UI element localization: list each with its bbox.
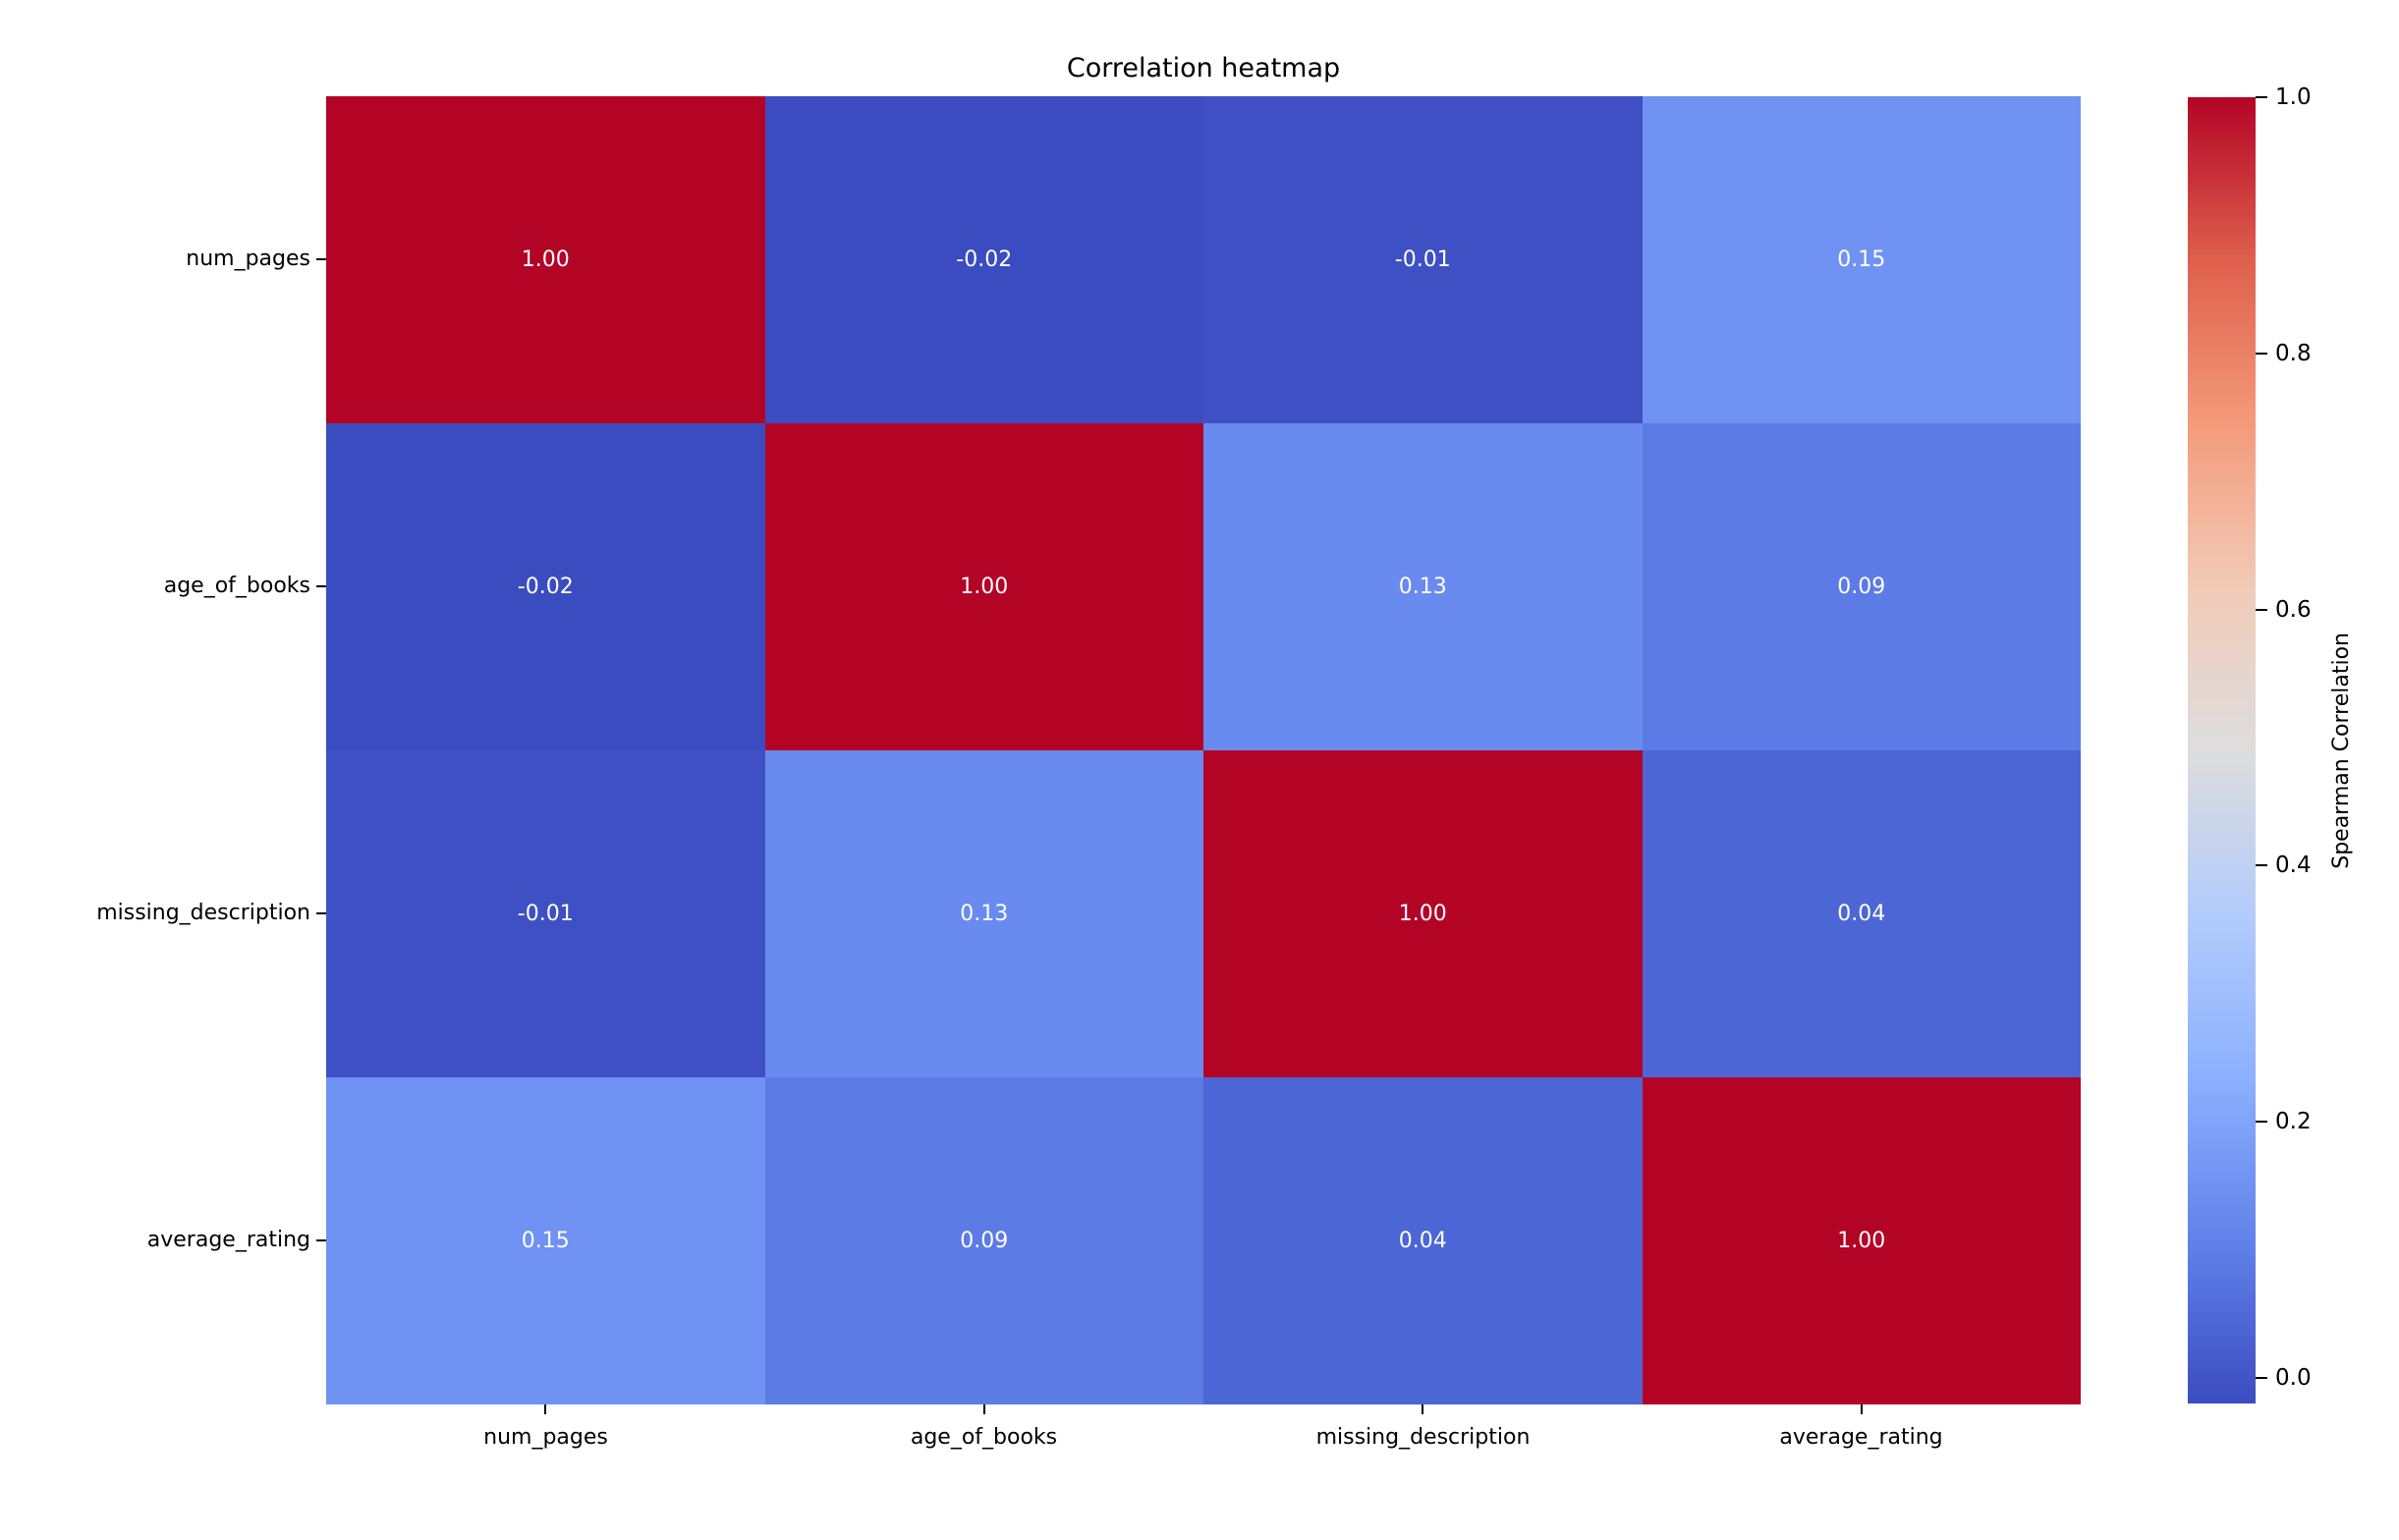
colorbar-tick-label: 0.4 <box>2275 852 2312 878</box>
heatmap-cell-r2c1: 0.13 <box>764 750 1203 1077</box>
x-tick-mark <box>1422 1404 1423 1414</box>
colorbar-axis-label: Spearman Correlation <box>2324 97 2358 1403</box>
heatmap-cell-r0c1: -0.02 <box>764 96 1203 423</box>
colorbar-tick-label: 0.2 <box>2275 1109 2312 1134</box>
heatmap-cell-r1c2: 0.13 <box>1203 423 1643 750</box>
heatmap-cell-r3c1: 0.09 <box>764 1077 1203 1404</box>
colorbar-tick-mark <box>2256 96 2267 98</box>
y-tick-label-age-of-books: age_of_books <box>163 574 310 598</box>
x-tick-label-age-of-books: age_of_books <box>910 1425 1058 1450</box>
colorbar-tick-label: 0.0 <box>2275 1365 2312 1391</box>
y-tick-mark <box>316 1239 326 1241</box>
x-tick-label-num-pages: num_pages <box>483 1425 608 1450</box>
x-tick-label-average-rating: average_rating <box>1779 1425 1943 1450</box>
heatmap-cell-r0c3: 0.15 <box>1642 96 2081 423</box>
heatmap-cell-r2c0: -0.01 <box>326 750 765 1077</box>
heatmap-cell-r3c0: 0.15 <box>326 1077 765 1404</box>
y-tick-label-num-pages: num_pages <box>186 247 310 271</box>
colorbar-tick-mark <box>2256 864 2267 866</box>
y-tick-mark <box>316 258 326 260</box>
colorbar <box>2188 97 2256 1403</box>
heatmap-cell-r3c3: 1.00 <box>1642 1077 2081 1404</box>
colorbar-tick-label: 0.8 <box>2275 341 2312 366</box>
colorbar-tick-mark <box>2256 609 2267 611</box>
heatmap-cell-r1c0: -0.02 <box>326 423 765 750</box>
heatmap-cell-r1c3: 0.09 <box>1642 423 2081 750</box>
heatmap-cell-r1c1: 1.00 <box>764 423 1203 750</box>
heatmap-cell-r3c2: 0.04 <box>1203 1077 1643 1404</box>
x-tick-label-missing-description: missing_description <box>1315 1425 1531 1450</box>
y-tick-mark <box>316 585 326 587</box>
heatmap-cell-r2c2: 1.00 <box>1203 750 1643 1077</box>
colorbar-tick-mark <box>2256 1121 2267 1123</box>
y-tick-label-average-rating: average_rating <box>146 1228 310 1252</box>
colorbar-tick-mark <box>2256 1377 2267 1379</box>
x-tick-mark <box>544 1404 546 1414</box>
colorbar-axis-label-text: Spearman Correlation <box>2328 632 2354 869</box>
y-tick-mark <box>316 912 326 914</box>
heatmap-grid: 1.00 -0.02 -0.01 0.15 -0.02 1.00 0.13 0.… <box>326 96 2081 1404</box>
x-tick-mark <box>983 1404 985 1414</box>
colorbar-tick-label: 1.0 <box>2275 84 2312 110</box>
chart-title: Correlation heatmap <box>1066 53 1341 83</box>
heatmap-cell-r0c0: 1.00 <box>326 96 765 423</box>
heatmap-cell-r2c3: 0.04 <box>1642 750 2081 1077</box>
x-tick-mark <box>1861 1404 1863 1414</box>
colorbar-tick-mark <box>2256 353 2267 355</box>
y-tick-label-missing-description: missing_description <box>96 901 310 925</box>
heatmap-cell-r0c2: -0.01 <box>1203 96 1643 423</box>
colorbar-tick-label: 0.6 <box>2275 597 2312 623</box>
